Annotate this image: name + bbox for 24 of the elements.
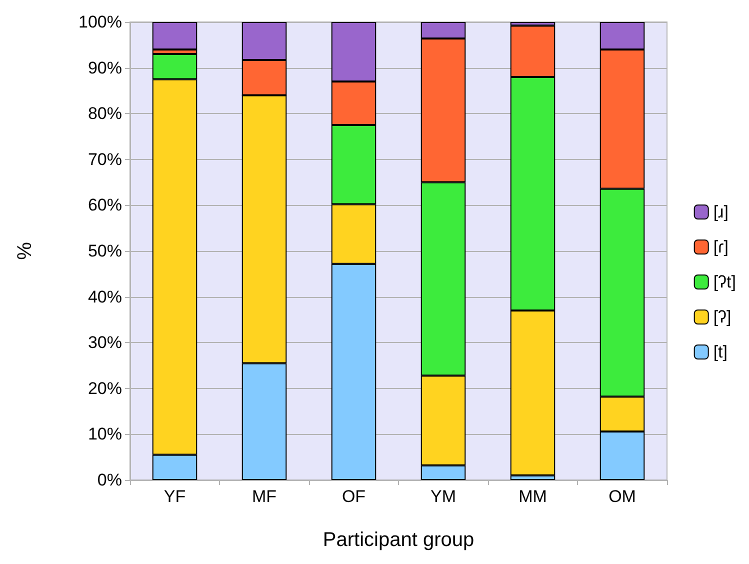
y-tick-label: 10% bbox=[88, 424, 122, 444]
y-tick-label: 90% bbox=[88, 58, 122, 78]
legend-label: [ɹ] bbox=[713, 202, 728, 222]
x-tick-label: MF bbox=[252, 487, 277, 506]
y-tick-label: 40% bbox=[88, 287, 122, 306]
y-axis-title: % bbox=[14, 242, 36, 260]
x-tick-label: OF bbox=[342, 487, 366, 506]
y-tick-label: 80% bbox=[88, 104, 122, 124]
x-tick-label: OM bbox=[608, 487, 636, 506]
legend-label: [t] bbox=[713, 342, 728, 362]
x-tick-label: YF bbox=[164, 487, 186, 506]
y-tick-label: 50% bbox=[88, 242, 122, 260]
x-tick-label: MM bbox=[518, 487, 547, 506]
legend-label: [ʔ] bbox=[713, 308, 732, 326]
y-tick-label: 70% bbox=[88, 150, 122, 169]
y-tick-label: 30% bbox=[88, 333, 122, 352]
x-tick-label: YM bbox=[430, 487, 456, 506]
y-tick-label: 100% bbox=[78, 12, 122, 32]
y-tick-label: 60% bbox=[88, 196, 122, 215]
y-tick-label: 0% bbox=[97, 470, 122, 490]
y-tick-label: 20% bbox=[88, 378, 122, 398]
legend-label: [ɾ] bbox=[713, 238, 728, 256]
legend-label: [ʔt] bbox=[713, 272, 736, 292]
x-axis-title: Participant group bbox=[322, 529, 474, 551]
